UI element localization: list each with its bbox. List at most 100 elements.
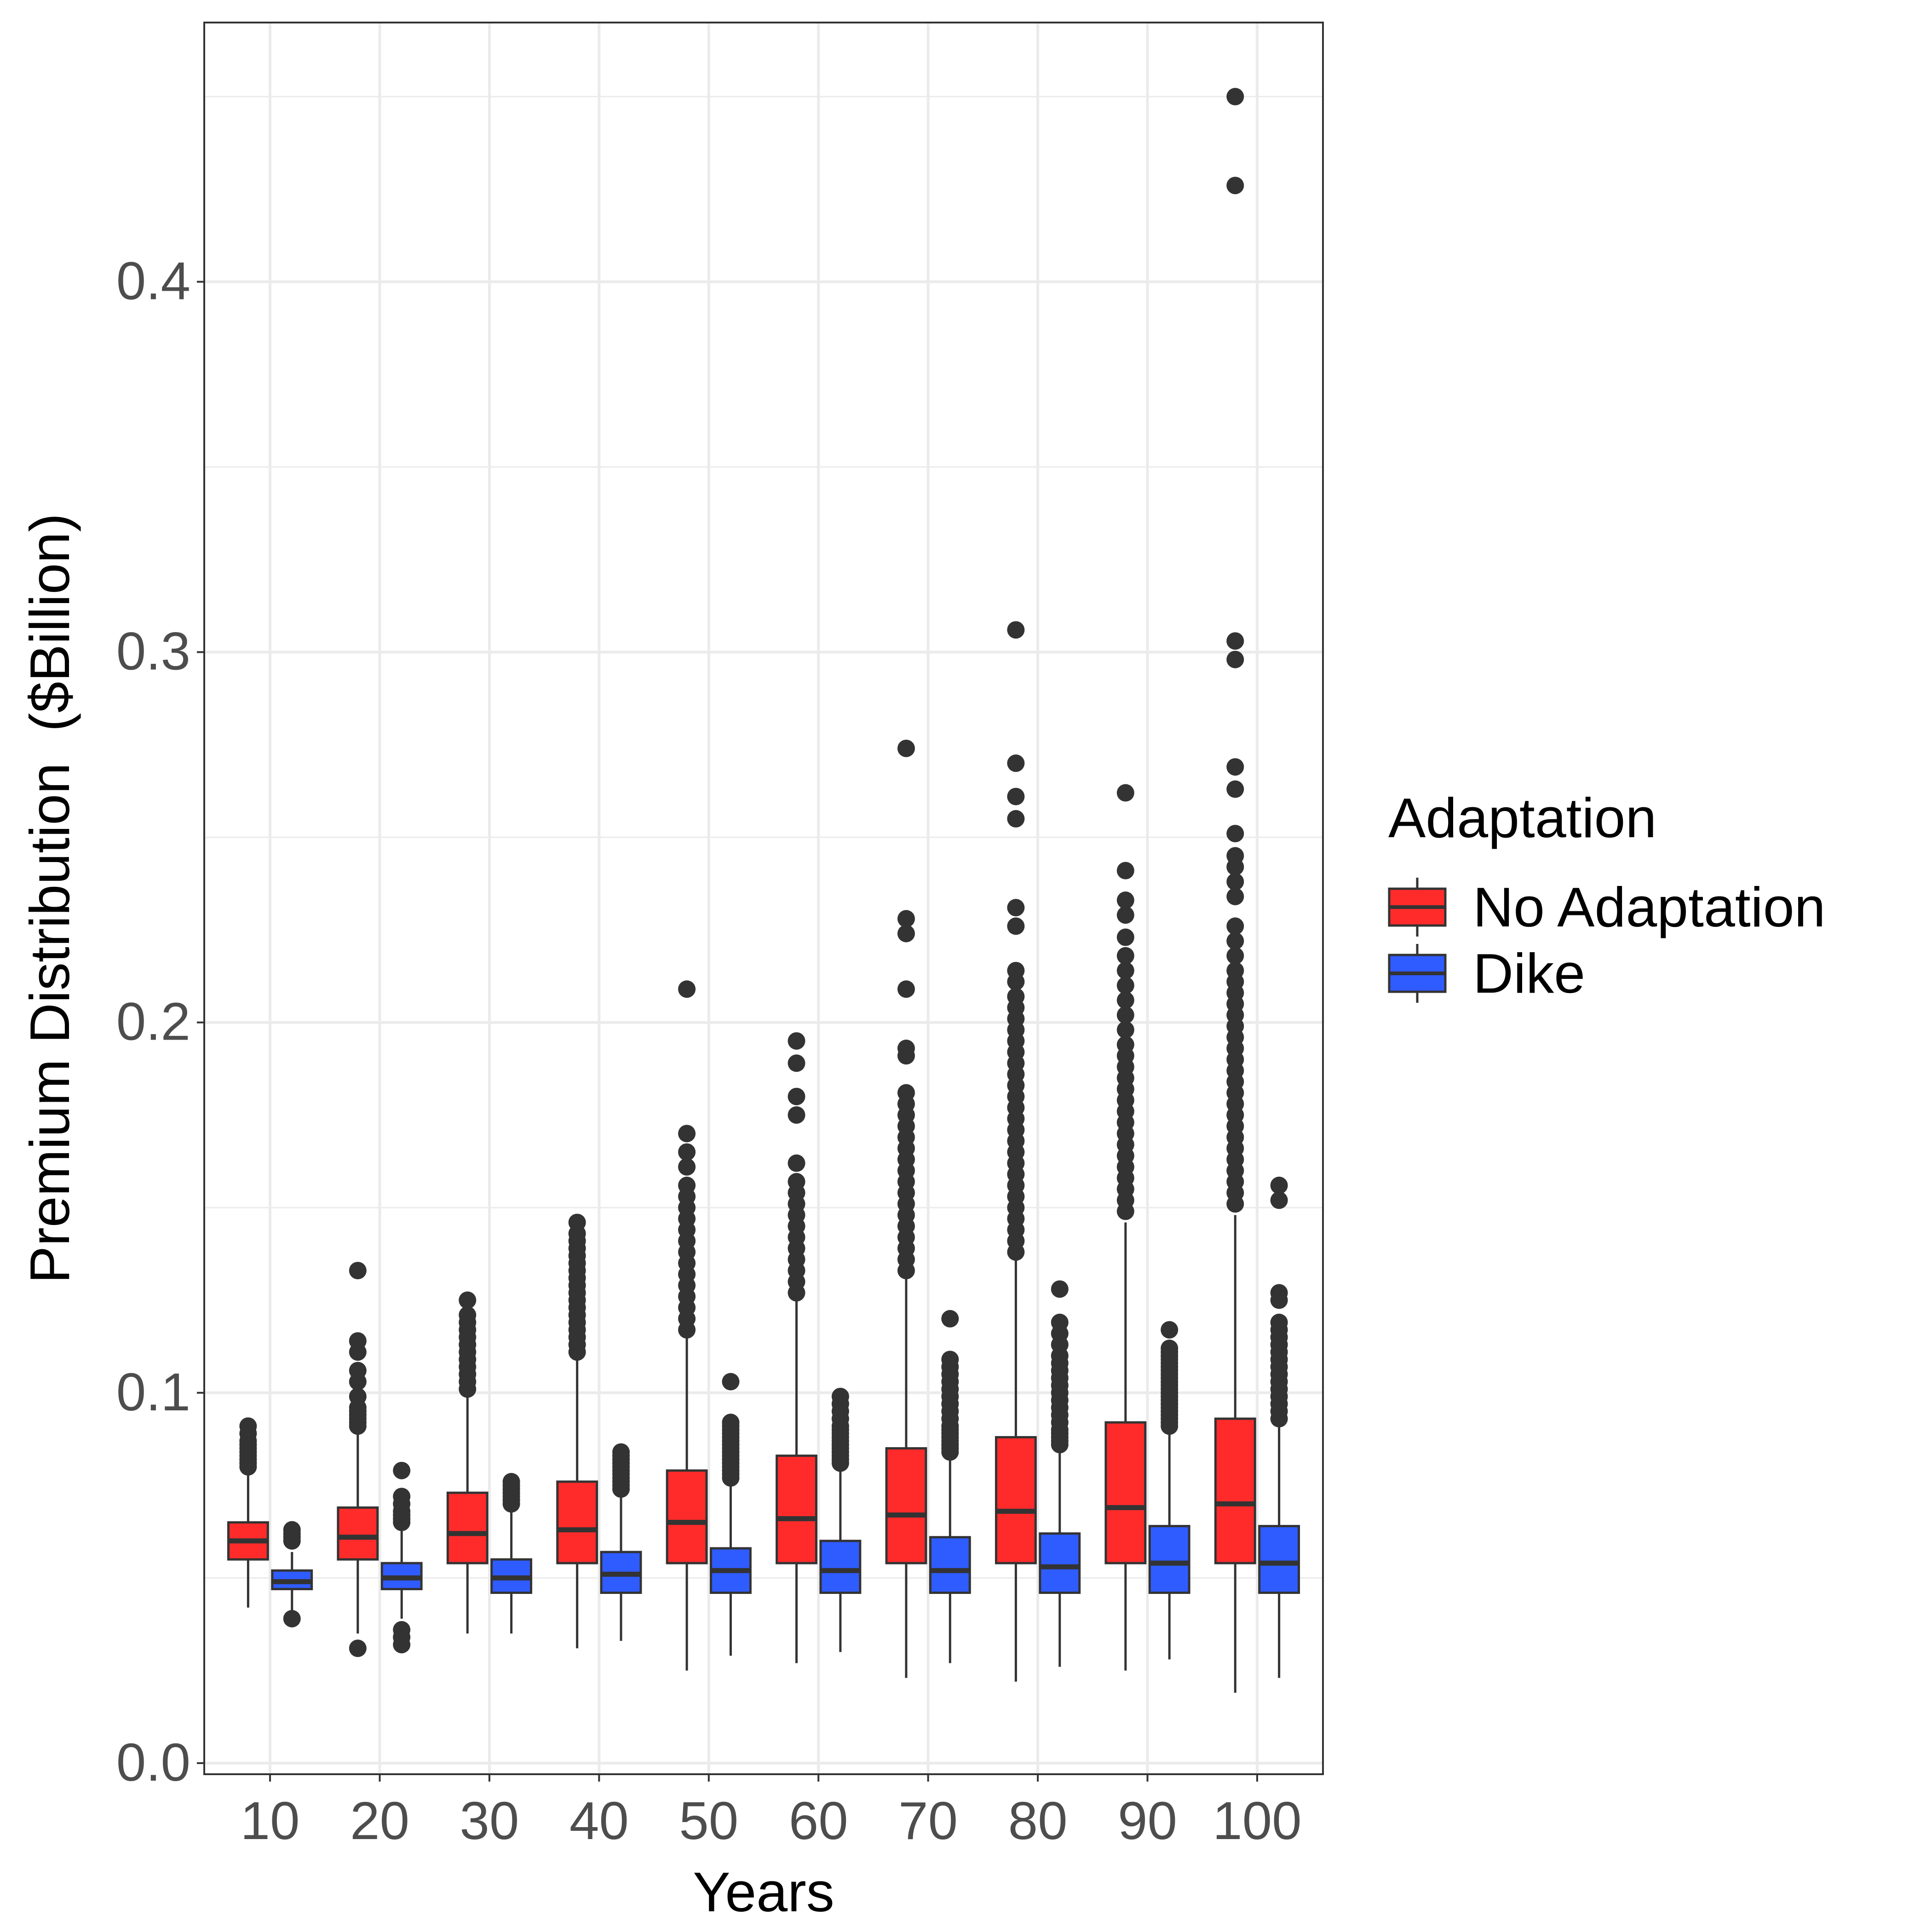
outlier-point (788, 1154, 805, 1172)
box-iqr (1214, 1417, 1256, 1564)
outlier-point (788, 1032, 805, 1050)
outlier-point (1051, 1280, 1069, 1298)
outlier-point (722, 1414, 740, 1432)
outlier-point (1226, 887, 1244, 905)
outlier-point (283, 1521, 301, 1539)
box-iqr (1148, 1525, 1190, 1594)
outlier-point (897, 1084, 915, 1102)
grid-major (204, 23, 1323, 1774)
box-iqr (337, 1506, 379, 1561)
box-group (1104, 784, 1147, 1671)
legend-label: Dike (1473, 942, 1585, 1005)
box-iqr (556, 1480, 598, 1564)
x-tick-label: 60 (789, 1791, 848, 1851)
outlier-point (393, 1488, 411, 1506)
box-group (819, 1387, 862, 1652)
outlier-point (1007, 917, 1025, 935)
x-tick-label: 80 (1008, 1791, 1068, 1851)
box-group (556, 1213, 598, 1649)
outlier-point (1226, 947, 1244, 965)
outlier-point (897, 980, 915, 998)
outlier-point (1226, 780, 1244, 798)
outlier-point (897, 739, 915, 757)
outlier-point (788, 1173, 805, 1190)
outlier-point (1116, 947, 1134, 965)
box-group (227, 1417, 269, 1608)
outlier-point (1226, 847, 1244, 865)
outlier-point (678, 1125, 696, 1143)
outlier-point (678, 1176, 696, 1194)
y-tick-label: 0.1 (116, 1362, 190, 1422)
outlier-point (1270, 1176, 1288, 1194)
outlier-point (897, 910, 915, 928)
outlier-point (1007, 899, 1025, 917)
box-iqr (1039, 1532, 1081, 1594)
outlier-point (1116, 977, 1134, 995)
x-tick-label: 50 (679, 1791, 738, 1851)
y-axis: 0.0 0.1 0.2 0.3 0.4 (116, 251, 204, 1792)
outlier-point (1116, 891, 1134, 909)
outlier-point (1116, 1021, 1134, 1039)
legend-label: No Adaptation (1473, 876, 1826, 938)
x-tick-label: 90 (1118, 1791, 1177, 1851)
legend-item: Dike (1388, 942, 1585, 1005)
box-group (885, 739, 927, 1678)
outlier-point (1051, 1313, 1069, 1331)
outlier-point (788, 1106, 805, 1124)
outlier-point (1226, 961, 1244, 979)
box-iqr (929, 1536, 971, 1594)
x-tick-label: 40 (569, 1791, 629, 1851)
outlier-point (1007, 621, 1025, 639)
x-axis: 10 20 30 40 50 60 70 80 90 100 (241, 1774, 1302, 1851)
outlier-point (1007, 961, 1025, 979)
outlier-point (1007, 788, 1025, 805)
outlier-point (459, 1306, 477, 1324)
outlier-point (502, 1472, 520, 1490)
outlier-point (1116, 906, 1134, 924)
box-iqr (819, 1540, 862, 1594)
box-group (995, 621, 1037, 1682)
outlier-point (1270, 1313, 1288, 1331)
outlier-point (1270, 1284, 1288, 1302)
box-group (1148, 1321, 1190, 1660)
outlier-point (349, 1362, 367, 1380)
box-group (446, 1291, 489, 1634)
outlier-point (1116, 991, 1134, 1009)
boxes-layer (227, 88, 1300, 1693)
box-group (600, 1443, 642, 1641)
outlier-point (1116, 1036, 1134, 1054)
outlier-point (349, 1639, 367, 1657)
x-tick-label: 10 (241, 1791, 300, 1851)
x-tick-label: 30 (460, 1791, 519, 1851)
box-iqr (1258, 1525, 1300, 1594)
outlier-point (1226, 650, 1244, 668)
box-iqr (995, 1436, 1037, 1564)
outlier-point (788, 1087, 805, 1105)
outlier-point (1116, 1006, 1134, 1024)
y-axis-title: Premium Distribution ($Billion) (18, 513, 81, 1284)
box-iqr (1104, 1421, 1147, 1564)
outlier-point (1226, 825, 1244, 843)
outlier-point (1226, 177, 1244, 195)
outlier-point (1116, 862, 1134, 880)
outlier-point (1116, 928, 1134, 946)
y-tick-label: 0.0 (116, 1732, 190, 1792)
outlier-point (941, 1310, 959, 1328)
outlier-point (831, 1387, 849, 1405)
outlier-point (349, 1332, 367, 1350)
outlier-point (1007, 810, 1025, 828)
box-group (490, 1472, 533, 1634)
outlier-point (1226, 917, 1244, 935)
box-group (1214, 88, 1256, 1693)
outlier-point (722, 1373, 740, 1391)
box-iqr (446, 1491, 489, 1564)
outlier-point (1226, 758, 1244, 776)
y-tick-label: 0.4 (116, 251, 190, 311)
outlier-point (678, 1143, 696, 1161)
outlier-point (1161, 1321, 1179, 1339)
box-group (380, 1461, 423, 1654)
outlier-point (678, 980, 696, 998)
box-iqr (885, 1447, 927, 1564)
